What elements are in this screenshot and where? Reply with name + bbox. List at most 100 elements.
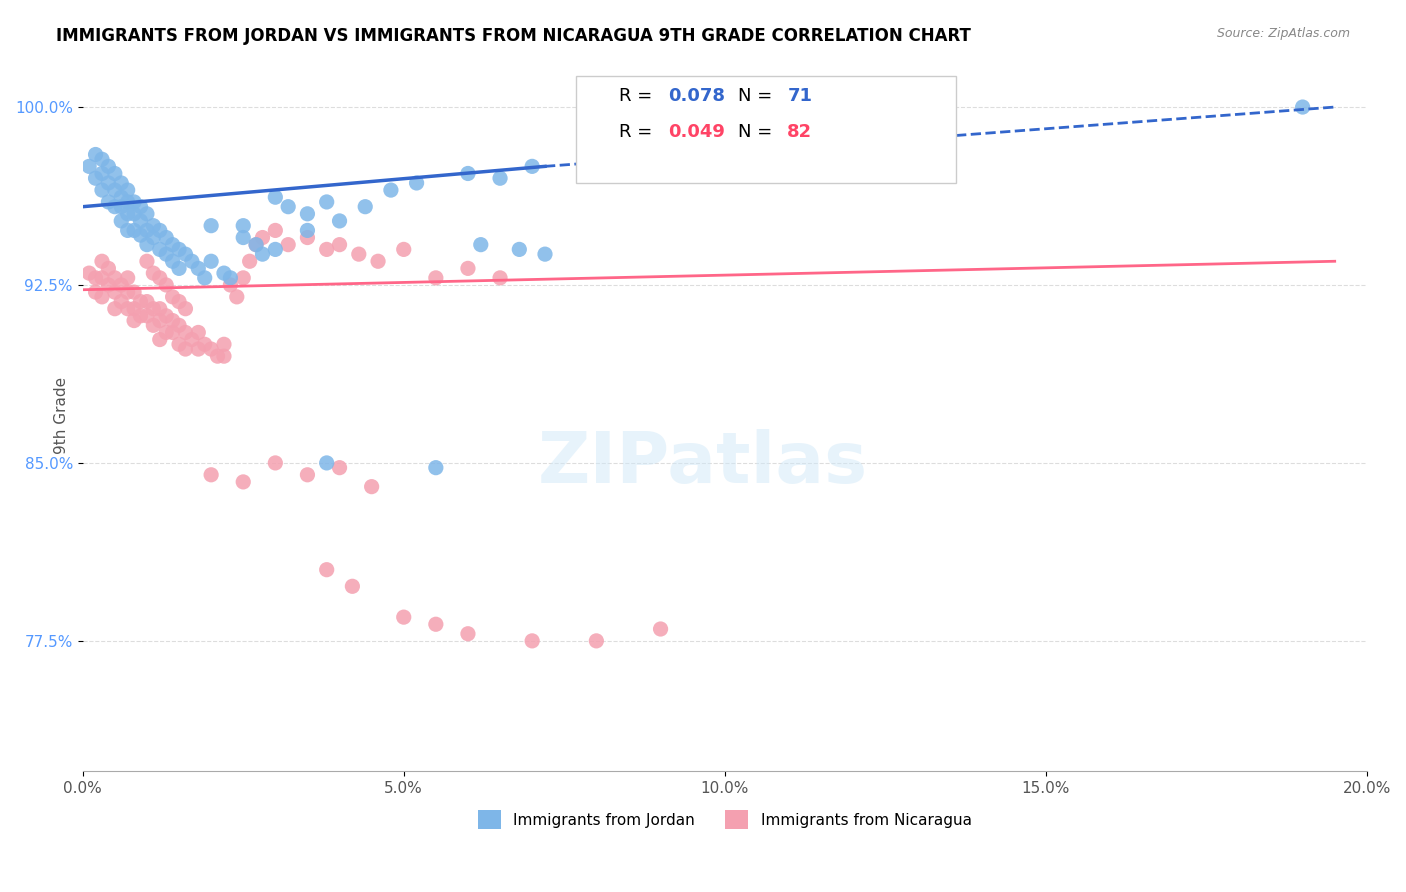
Point — [117, 271, 139, 285]
Point — [187, 342, 209, 356]
Point — [232, 230, 254, 244]
Point — [200, 254, 222, 268]
Point — [457, 166, 479, 180]
Point — [122, 301, 145, 316]
Point — [457, 261, 479, 276]
Point — [162, 326, 184, 340]
Point — [135, 254, 157, 268]
Point — [97, 194, 120, 209]
Point — [149, 301, 172, 316]
Point — [315, 194, 337, 209]
Point — [328, 237, 350, 252]
Point — [110, 176, 132, 190]
Point — [117, 183, 139, 197]
Point — [778, 147, 800, 161]
Point — [142, 318, 165, 333]
Point — [264, 456, 287, 470]
Point — [104, 183, 127, 197]
Point — [77, 266, 100, 280]
Point — [264, 190, 287, 204]
Point — [104, 200, 127, 214]
Point — [104, 285, 127, 299]
Point — [212, 337, 235, 351]
Point — [167, 318, 190, 333]
Point — [315, 456, 337, 470]
Point — [117, 285, 139, 299]
Point — [110, 277, 132, 292]
Point — [155, 326, 177, 340]
Point — [174, 326, 197, 340]
Point — [219, 277, 242, 292]
Point — [149, 243, 172, 257]
Point — [97, 277, 120, 292]
Point — [167, 294, 190, 309]
Point — [97, 261, 120, 276]
Point — [155, 230, 177, 244]
Point — [347, 247, 370, 261]
Point — [142, 230, 165, 244]
Point — [117, 223, 139, 237]
Text: N =: N = — [738, 87, 778, 105]
Point — [534, 247, 557, 261]
Point — [297, 207, 319, 221]
Point — [91, 166, 114, 180]
Point — [520, 160, 543, 174]
Point — [162, 290, 184, 304]
Point — [585, 633, 607, 648]
Point — [162, 254, 184, 268]
Point — [508, 243, 530, 257]
Point — [180, 333, 202, 347]
Point — [129, 214, 152, 228]
Point — [194, 337, 217, 351]
Point — [149, 313, 172, 327]
Point — [135, 207, 157, 221]
Point — [277, 200, 299, 214]
Point — [142, 301, 165, 316]
Point — [315, 243, 337, 257]
Point — [122, 313, 145, 327]
Point — [174, 301, 197, 316]
Point — [225, 290, 247, 304]
Point — [91, 183, 114, 197]
Point — [207, 349, 229, 363]
Point — [520, 633, 543, 648]
Point — [149, 271, 172, 285]
Point — [212, 349, 235, 363]
Point — [489, 271, 512, 285]
Point — [167, 243, 190, 257]
Point — [232, 475, 254, 489]
Point — [174, 342, 197, 356]
Point — [315, 563, 337, 577]
Point — [91, 153, 114, 167]
Point — [360, 480, 382, 494]
Point — [174, 247, 197, 261]
Point — [425, 617, 447, 632]
Point — [129, 200, 152, 214]
Point — [135, 294, 157, 309]
Point — [110, 190, 132, 204]
Point — [367, 254, 389, 268]
Point — [91, 271, 114, 285]
Point — [245, 237, 267, 252]
Point — [187, 326, 209, 340]
Point — [97, 176, 120, 190]
Point — [425, 460, 447, 475]
Point — [84, 171, 107, 186]
Point — [200, 342, 222, 356]
Point — [142, 266, 165, 280]
Point — [122, 207, 145, 221]
Point — [104, 271, 127, 285]
Point — [405, 176, 427, 190]
Point — [232, 271, 254, 285]
Point — [129, 309, 152, 323]
Point — [392, 610, 415, 624]
Point — [142, 219, 165, 233]
Point — [650, 622, 672, 636]
Text: 82: 82 — [787, 123, 813, 141]
Point — [252, 247, 274, 261]
Point — [200, 467, 222, 482]
Point — [117, 194, 139, 209]
Point — [122, 194, 145, 209]
Point — [489, 171, 512, 186]
Point — [470, 237, 492, 252]
